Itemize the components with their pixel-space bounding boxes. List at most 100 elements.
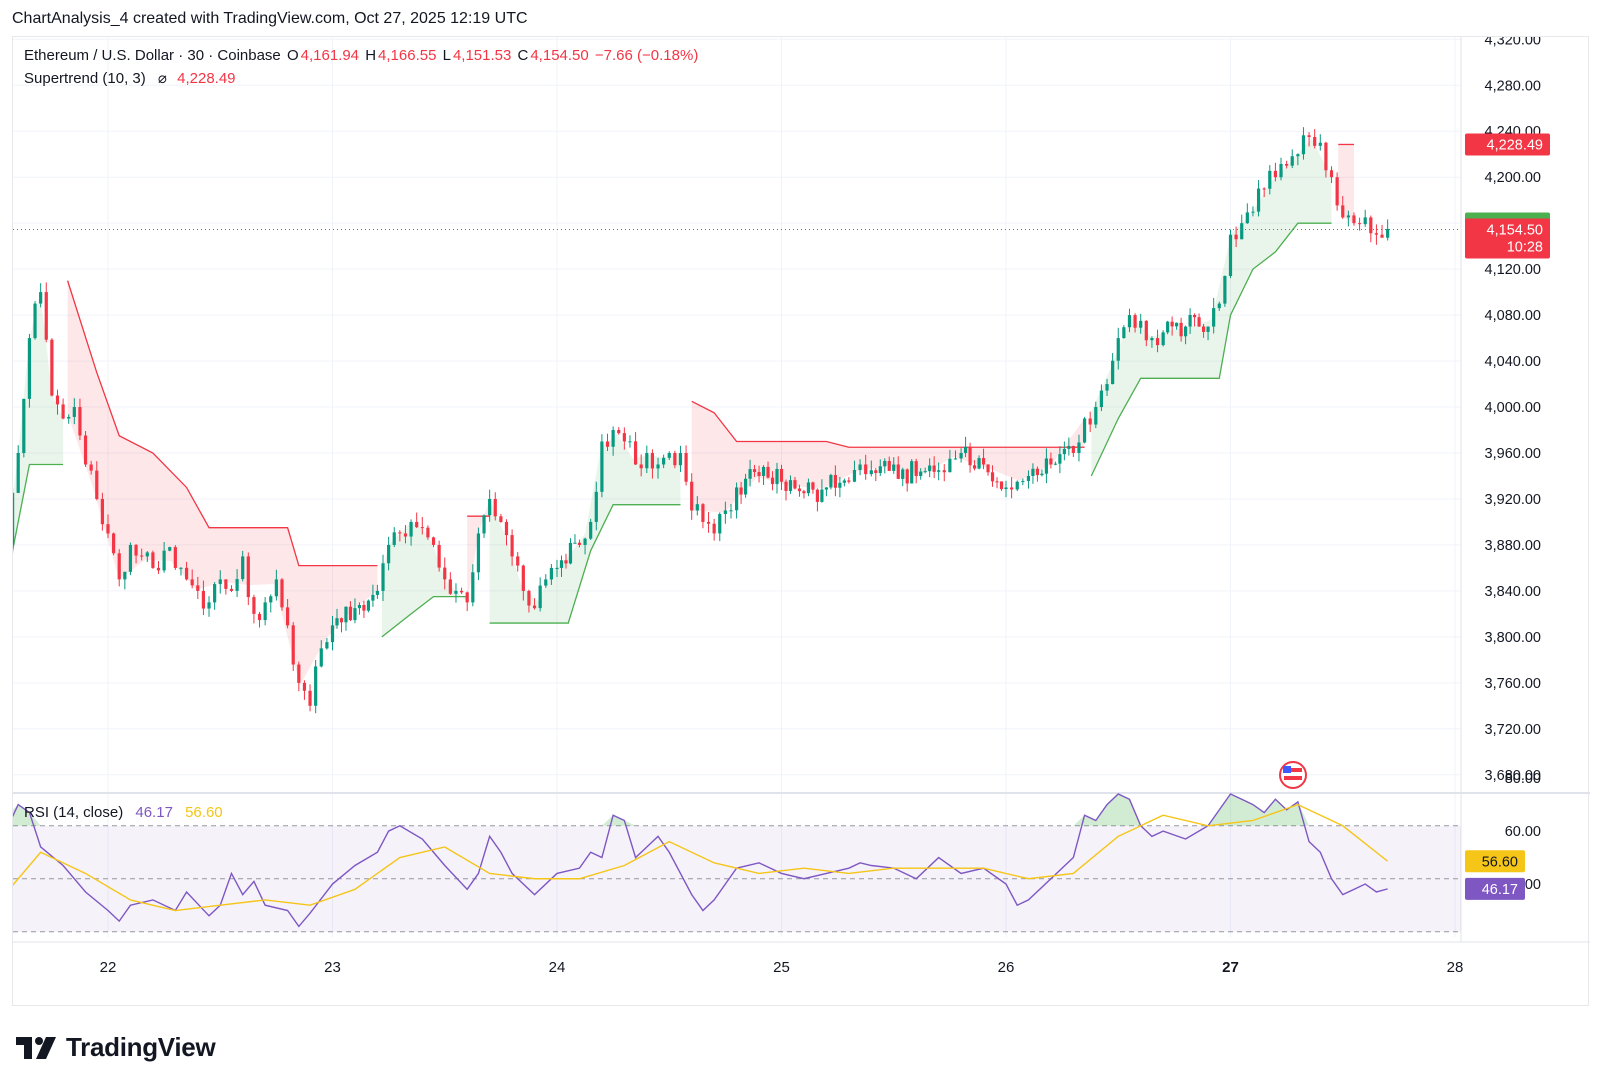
candle	[1197, 317, 1201, 327]
candle	[516, 556, 520, 566]
candle	[134, 544, 138, 556]
countdown-label: 10:28	[1507, 239, 1543, 255]
candle	[443, 567, 447, 580]
candle	[695, 504, 699, 511]
candle	[628, 441, 632, 443]
last-price-tag-bg[interactable]	[1465, 218, 1550, 259]
candle	[1268, 170, 1272, 189]
candle	[128, 544, 133, 572]
candle	[723, 510, 727, 515]
supertrend-fill	[691, 401, 1085, 513]
rsi-label[interactable]: RSI (14, close)	[24, 804, 124, 821]
candle	[1301, 135, 1306, 155]
candle	[1021, 480, 1025, 482]
candle	[611, 430, 615, 447]
candle	[459, 590, 464, 593]
candle	[617, 430, 621, 434]
us-flag-stripe	[1284, 768, 1302, 772]
eye-slash-icon[interactable]: ⌀	[157, 70, 167, 87]
candle	[1044, 458, 1049, 474]
candle	[67, 416, 71, 419]
candle	[972, 465, 977, 469]
y-tick-label: 3,720.00	[1485, 722, 1541, 738]
us-flag-icon[interactable]	[1279, 761, 1307, 789]
symbol-title[interactable]: Ethereum / U.S. Dollar · 30 · Coinbase	[24, 47, 281, 64]
y-tick-label: 4,280.00	[1485, 78, 1541, 94]
candle	[1105, 384, 1109, 391]
candle	[302, 682, 307, 691]
candle	[218, 579, 222, 585]
candle	[381, 563, 385, 591]
supertrend-label[interactable]: Supertrend (10, 3)	[24, 70, 146, 87]
chart-canvas[interactable]: 4,320.004,280.004,240.004,200.004,160.00…	[13, 37, 1590, 1007]
candle	[504, 521, 509, 536]
candle	[308, 690, 312, 706]
candle	[403, 533, 408, 537]
candle	[1010, 487, 1014, 490]
candle	[968, 446, 972, 466]
candle	[937, 470, 941, 472]
candle	[784, 481, 788, 491]
candle	[878, 466, 882, 474]
candle	[510, 535, 514, 557]
candle	[864, 464, 868, 475]
rsi-overbought-fill	[18, 804, 30, 826]
candle	[1369, 217, 1373, 234]
candle	[706, 521, 711, 524]
candle	[426, 527, 430, 538]
candle	[1058, 454, 1062, 464]
candle	[420, 527, 424, 529]
candle	[13, 492, 15, 545]
candle	[639, 464, 643, 469]
candle	[22, 398, 26, 453]
y-tick-label: 4,200.00	[1485, 170, 1541, 186]
rsi-ma-tag-bg[interactable]	[1465, 850, 1525, 873]
candle	[1144, 320, 1148, 341]
candle	[963, 446, 968, 453]
open-value: 4,161.94	[300, 47, 360, 64]
candle	[532, 605, 537, 609]
candle	[89, 464, 93, 471]
supertrend-down-line	[66, 280, 378, 567]
supertrend-down-tag-bg[interactable]	[1465, 133, 1550, 156]
candle	[454, 590, 458, 594]
candle	[656, 464, 660, 469]
candle	[718, 514, 722, 534]
candle	[770, 477, 775, 485]
last-price-tag-label: 4,154.50	[1487, 222, 1543, 238]
y-tick-label: 3,920.00	[1485, 492, 1541, 508]
candle	[806, 482, 811, 494]
candle	[246, 556, 250, 598]
candle	[995, 481, 999, 483]
candle	[145, 552, 149, 557]
candle	[1184, 326, 1188, 337]
price-legend: Ethereum / U.S. Dollar · 30 · Coinbase O…	[24, 47, 700, 64]
candle	[1082, 418, 1087, 443]
candle	[1279, 163, 1283, 178]
rsi-overbought-fill	[1084, 815, 1096, 826]
candle	[1166, 321, 1170, 333]
supertrend-fill	[489, 433, 681, 624]
candle	[274, 579, 278, 597]
candle	[858, 464, 862, 470]
rsi-line	[13, 793, 1388, 928]
candle	[1296, 154, 1300, 157]
candle	[140, 555, 144, 557]
candle	[392, 532, 396, 545]
tradingview-logo[interactable]: TradingView	[16, 1032, 216, 1063]
candle	[1004, 487, 1008, 490]
rsi-tag-bg[interactable]	[1465, 877, 1525, 900]
candle	[852, 469, 857, 482]
candle	[448, 579, 452, 594]
y-tick-label: 3,800.00	[1485, 630, 1541, 646]
candle	[415, 521, 419, 528]
y-tick-label: 4,040.00	[1485, 354, 1541, 370]
candle	[824, 487, 828, 490]
chart-panel[interactable]: 4,320.004,280.004,240.004,200.004,160.00…	[12, 36, 1590, 1007]
candle	[471, 572, 475, 603]
candle	[1170, 321, 1174, 327]
candle	[257, 613, 262, 621]
candle	[905, 469, 909, 484]
candle	[1026, 475, 1031, 481]
candle	[1307, 135, 1311, 137]
